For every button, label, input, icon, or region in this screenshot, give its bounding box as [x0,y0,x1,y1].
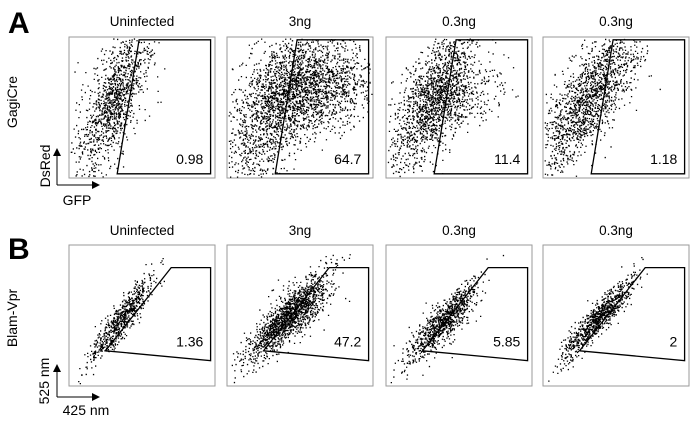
y-axis-label-b: 525 nm [36,358,52,405]
plot-grid: Uninfected 0.98 3ng 64.7 0.3ng 11.4 0.3ng 1.18 U… [68,14,690,387]
plot-b-2: 3ng 47.2 [226,223,374,387]
plot-title: 0.3ng [442,223,476,238]
row-label-b: Blam-Vpr [4,288,20,347]
plot-title: Uninfected [110,14,175,29]
plot-b-1: Uninfected 1.36 [68,223,216,387]
scatter-points [409,54,519,167]
scatter-points [544,38,652,177]
scatter-points [229,39,373,161]
gate-value: 1.18 [650,151,677,167]
gate-value: 47.2 [334,334,361,350]
plot-title: 0.3ng [599,223,633,238]
gate-value: 0.98 [176,151,203,167]
axis-legend-b: 525 nm 425 nm [36,358,109,418]
y-arrow-head-b [53,364,61,372]
gate-value: 64.7 [334,151,361,167]
plot-frame [226,244,374,387]
panel-label-b: B [8,233,30,266]
plot-a-4: 0.3ng 1.18 [542,14,690,179]
scatter-points [387,38,497,178]
gate-value: 1.36 [176,334,203,350]
row-label-a: GagiCre [4,76,20,128]
gate-value: 11.4 [494,151,520,167]
scatter-points [70,38,166,178]
x-arrow-head-a [92,181,100,189]
panel-label-a: A [8,7,30,40]
gate-value: 2 [670,334,678,350]
gate-polygon [590,39,686,175]
y-axis-label-a: DsRed [37,145,53,188]
plot-frame [385,244,533,387]
gate-polygon [116,39,212,175]
gate-polygon [433,39,529,175]
scatter-points [422,286,482,359]
gate-value: 5.85 [493,334,520,350]
axis-legend-a: DsRed GFP [37,145,100,208]
scatter-points [78,258,165,385]
y-arrow-head-a [53,148,61,156]
plot-a-2: 3ng 64.7 [226,14,374,179]
scatter-points [584,294,629,331]
gate-polygon [104,266,212,362]
plot-title: Uninfected [110,223,175,238]
plot-title: 0.3ng [442,14,476,29]
gate-polygon [421,266,529,362]
gate-polygon [274,39,370,175]
x-arrow-head-b [92,393,100,401]
gate-polygon [578,266,686,362]
plot-a-1: Uninfected 0.98 [68,14,216,179]
x-axis-label-a: GFP [63,192,92,208]
x-axis-label-b: 425 nm [63,402,110,418]
plot-b-4: 0.3ng 2 [542,223,690,387]
plot-a-3: 0.3ng 11.4 [385,14,533,179]
plot-b-3: 0.3ng 5.85 [385,223,533,387]
gate-polygon [262,266,370,362]
plot-frame [68,244,216,387]
plot-title: 3ng [289,223,312,238]
plot-title: 3ng [289,14,312,29]
plot-title: 0.3ng [599,14,633,29]
scatter-points [548,257,648,382]
